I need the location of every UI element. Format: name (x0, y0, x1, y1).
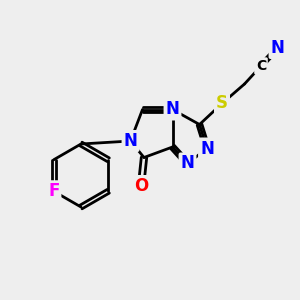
Text: C: C (256, 59, 266, 73)
Text: N: N (271, 39, 284, 57)
Text: S: S (216, 94, 228, 112)
Text: F: F (48, 182, 59, 200)
Text: N: N (124, 132, 137, 150)
Text: N: N (166, 100, 179, 118)
Text: N: N (181, 154, 194, 172)
Text: N: N (200, 140, 214, 158)
Text: O: O (134, 177, 148, 195)
